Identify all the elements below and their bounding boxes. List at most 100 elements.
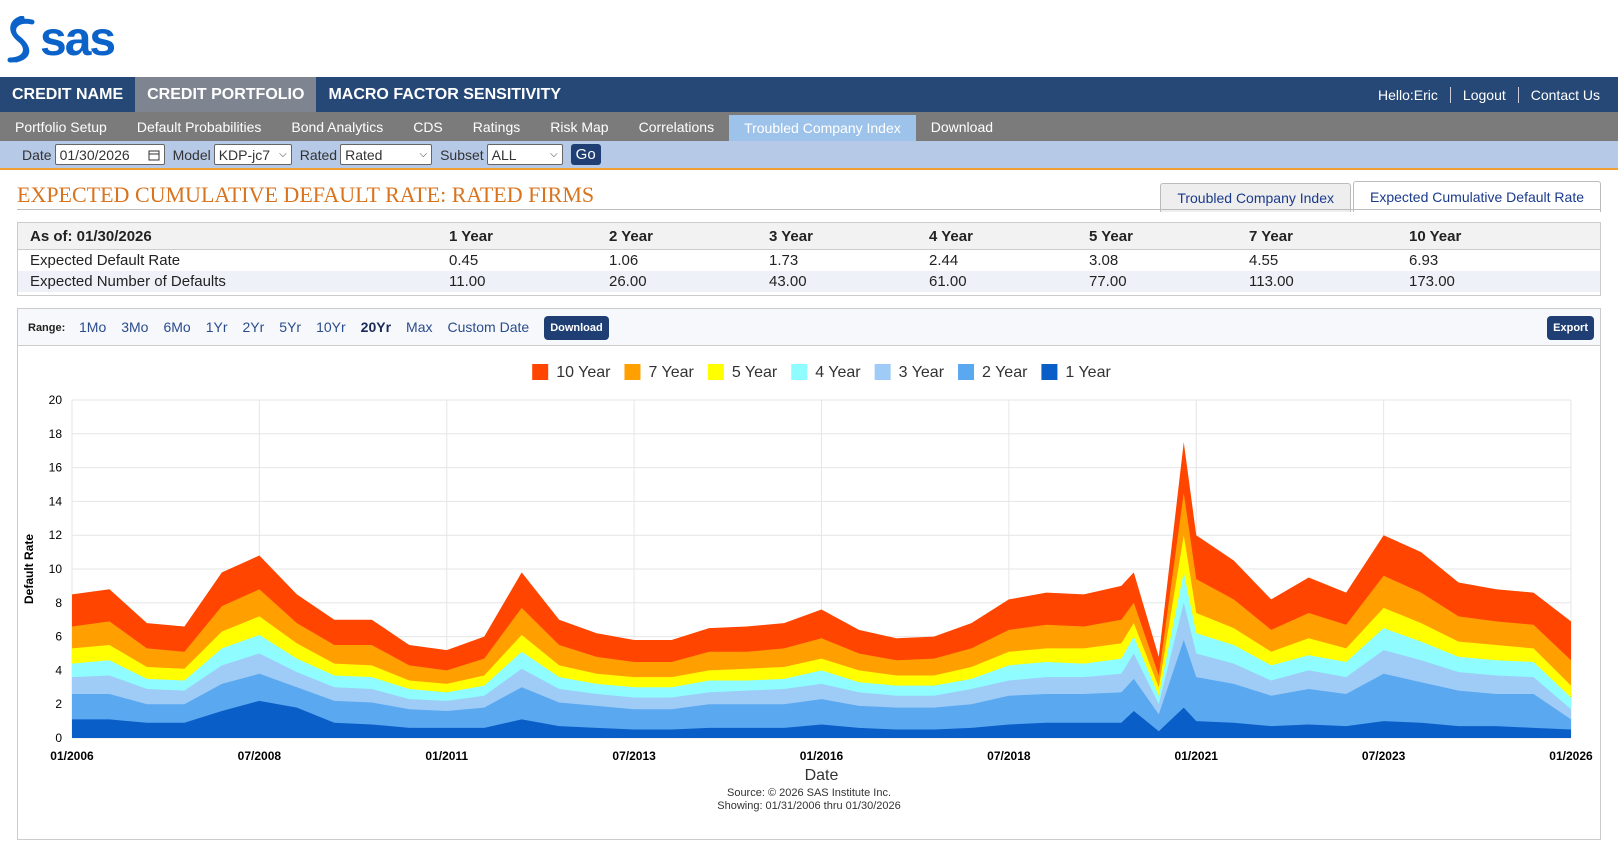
filter-bar: Date 01/30/2026 Model KDP-jc7 ⌵ Rated Rat…	[0, 141, 1618, 170]
page-tab[interactable]: Troubled Company Index	[1160, 183, 1351, 212]
legend-label: 5 Year	[732, 364, 778, 381]
download-button[interactable]: Download	[544, 316, 609, 340]
y-tick-label: 0	[55, 731, 62, 745]
table-cell: Expected Number of Defaults	[30, 273, 226, 290]
user-link[interactable]: Contact Us	[1517, 86, 1600, 103]
table-header-cell: As of: 01/30/2026	[30, 228, 152, 245]
calendar-icon	[148, 150, 160, 160]
table-cell: 0.45	[449, 252, 479, 269]
x-tick-label: 07/2008	[238, 749, 282, 763]
table-header-cell: 4 Year	[929, 228, 973, 245]
table-cell: 77.00	[1089, 273, 1127, 290]
x-tick-label: 07/2013	[612, 749, 656, 763]
sub-nav-item[interactable]: Ratings	[472, 118, 521, 135]
logo-text: sas	[40, 13, 116, 66]
model-value: KDP-jc7	[218, 146, 271, 163]
rated-label: Rated	[299, 146, 338, 163]
range-option[interactable]: 3Mo	[121, 319, 149, 335]
user-link[interactable]: Hello:Eric	[1378, 86, 1438, 103]
page-tab[interactable]: Expected Cumulative Default Rate	[1353, 181, 1601, 212]
area	[72, 700, 1571, 738]
y-tick-label: 18	[49, 427, 63, 441]
x-tick-label: 01/2006	[50, 749, 94, 763]
legend-label: 3 Year	[899, 364, 945, 381]
sub-nav-item[interactable]: Bond Analytics	[291, 118, 384, 135]
legend-swatch	[958, 364, 975, 380]
y-tick-label: 6	[55, 630, 62, 644]
table-cell: 3.08	[1089, 252, 1119, 269]
table-header-cell: 2 Year	[609, 228, 653, 245]
x-tick-label: 07/2018	[987, 749, 1031, 763]
table-cell: 2.44	[929, 252, 959, 269]
legend-swatch	[624, 364, 641, 380]
x-tick-label: 01/2021	[1175, 749, 1219, 763]
x-tick-label: 01/2011	[425, 749, 468, 763]
date-input[interactable]: 01/30/2026	[54, 144, 165, 165]
legend-swatch	[1041, 364, 1058, 380]
date-label: Date	[22, 146, 52, 163]
y-tick-label: 8	[55, 596, 62, 610]
y-tick-label: 4	[55, 663, 62, 677]
sub-nav-item[interactable]: Download	[930, 118, 994, 135]
go-button[interactable]: Go	[570, 144, 601, 165]
y-tick-label: 16	[49, 461, 63, 475]
sub-nav-item[interactable]: Troubled Company Index	[729, 115, 916, 141]
sub-nav-item[interactable]: Risk Map	[550, 118, 609, 135]
table-header-cell: 10 Year	[1409, 228, 1462, 245]
table-cell: 43.00	[769, 273, 807, 290]
legend-swatch	[791, 364, 808, 380]
x-tick-label: 07/2023	[1362, 749, 1406, 763]
range-option[interactable]: 5Yr	[279, 319, 302, 335]
table-cell: 26.00	[609, 273, 647, 290]
legend-swatch	[874, 364, 891, 380]
y-tick-label: 14	[49, 494, 63, 508]
sub-nav-item[interactable]: Default Probabilities	[136, 118, 262, 135]
date-value: 01/30/2026	[59, 146, 130, 163]
table-cell: 6.93	[1409, 252, 1439, 269]
range-option[interactable]: 20Yr	[360, 319, 392, 335]
model-select[interactable]: KDP-jc7 ⌵	[213, 144, 292, 165]
sub-nav-item[interactable]: Correlations	[638, 118, 715, 135]
range-option[interactable]: Max	[406, 319, 433, 335]
subset-label: Subset	[440, 146, 484, 163]
logo[interactable]: sas	[6, 12, 116, 67]
table-cell: 11.00	[449, 273, 486, 290]
user-links: Hello:Eric Logout Contact Us	[1378, 77, 1600, 112]
top-nav-tab[interactable]: MACRO FACTOR SENSITIVITY	[328, 85, 562, 103]
table-header-cell: 5 Year	[1089, 228, 1133, 245]
sub-nav-item[interactable]: CDS	[413, 118, 443, 135]
sub-nav-item[interactable]: Portfolio Setup	[15, 118, 107, 135]
range-option[interactable]: 6Mo	[163, 319, 191, 335]
top-nav-tab[interactable]: CREDIT NAME	[12, 85, 124, 103]
range-option[interactable]: 1Mo	[79, 319, 107, 335]
legend-swatch	[532, 364, 549, 380]
x-tick-label: 01/2016	[800, 749, 844, 763]
range-option[interactable]: 10Yr	[316, 319, 346, 335]
chart: 0 2 4 6 8 10 12 14 16 18 20 01/2006 07/2008 01/2011 07…	[22, 364, 1593, 812]
range-option[interactable]: 1Yr	[205, 319, 228, 335]
legend-label: 4 Year	[815, 364, 861, 381]
chart-panel: 0 2 4 6 8 10 12 14 16 18 20 01/2006 07/2008 01/2011 07…	[17, 345, 1601, 840]
x-axis-title: Date	[805, 767, 839, 784]
y-tick-label: 12	[49, 528, 63, 542]
export-button[interactable]: Export	[1547, 316, 1594, 340]
user-link[interactable]: Logout	[1449, 86, 1506, 103]
subset-select[interactable]: ALL ⌵	[486, 144, 563, 165]
rated-select[interactable]: Rated ⌵	[340, 144, 433, 165]
table-cell: 113.00	[1249, 273, 1294, 290]
top-nav: CREDIT NAME CREDIT PORTFOLIO MACRO FACTOR …	[0, 77, 1618, 112]
page-title: EXPECTED CUMULATIVE DEFAULT RATE: RATED …	[17, 182, 595, 207]
y-tick-label: 2	[55, 697, 62, 711]
range-option[interactable]: 2Yr	[242, 319, 265, 335]
top-nav-tab[interactable]: CREDIT PORTFOLIO	[135, 77, 317, 112]
y-axis-title: Default Rate	[22, 534, 36, 604]
range-option[interactable]: Custom Date	[447, 319, 530, 335]
table-cell: 1.73	[769, 252, 799, 269]
legend-label: 7 Year	[648, 364, 694, 381]
y-tick-label: 10	[49, 562, 63, 576]
legend-label: 10 Year	[556, 364, 611, 381]
table-row: Expected Number of Defaults 11.00 26.00 43.…	[18, 271, 1600, 292]
logo-icon	[7, 15, 35, 62]
rated-value: Rated	[345, 146, 383, 163]
